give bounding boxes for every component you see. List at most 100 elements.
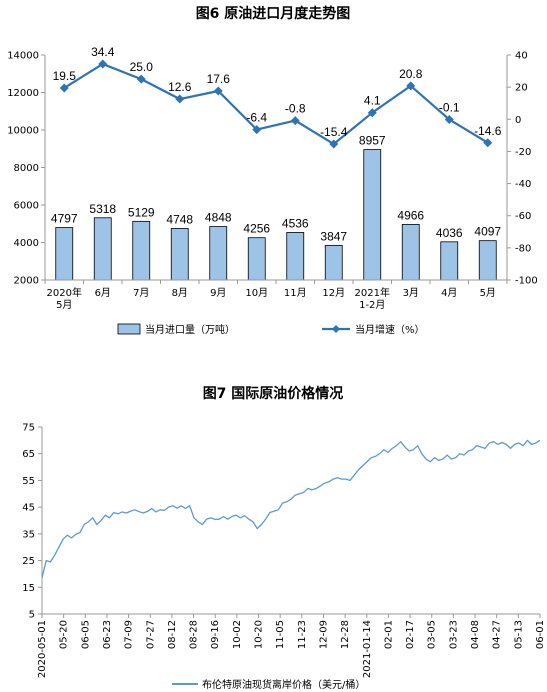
bar-value-label: 4748 — [166, 212, 193, 226]
left-tick-label: 4000 — [14, 238, 39, 249]
x-tick-label: 3月 — [403, 287, 419, 299]
x-tick-label: 11月 — [284, 287, 307, 299]
x-tick-label: 12-28 — [340, 620, 351, 649]
import-bar — [363, 149, 382, 281]
x-tick-label: 07-27 — [145, 620, 156, 649]
right-tick-label: -20 — [515, 147, 531, 158]
y-tick-label: 25 — [22, 556, 35, 567]
growth-point — [252, 125, 262, 135]
import-bar — [478, 240, 497, 281]
import-bar — [209, 226, 228, 281]
x-tick-label: 2020-05-01 — [37, 620, 48, 678]
growth-value-label: -14.6 — [474, 124, 502, 138]
x-tick-label: 02-01 — [383, 620, 394, 649]
growth-value-label: 4.1 — [364, 94, 381, 108]
left-tick-label: 14000 — [7, 51, 39, 62]
growth-value-label: 34.4 — [91, 45, 115, 59]
x-tick-label: 08-28 — [189, 620, 200, 649]
right-tick-label: -40 — [515, 179, 531, 190]
x-tick-label: 10月 — [245, 287, 268, 299]
x-tick-label: 05-13 — [513, 620, 524, 649]
bar-value-label: 4536 — [282, 216, 309, 230]
x-tick-label: 7月 — [133, 287, 149, 299]
import-bar — [324, 244, 343, 281]
x-tick-label: 06-23 — [102, 620, 113, 649]
bar-value-label: 3847 — [320, 229, 347, 243]
left-tick-label: 8000 — [14, 163, 39, 174]
growth-point — [98, 59, 108, 69]
growth-value-label: -0.1 — [439, 100, 460, 114]
growth-point — [136, 74, 146, 84]
import-bar — [440, 241, 459, 281]
growth-value-label: 19.5 — [53, 69, 77, 83]
x-tick-label: 12-09 — [318, 620, 329, 649]
right-tick-label: 20 — [515, 83, 528, 94]
bar-value-label: 4256 — [243, 222, 270, 236]
x-tick-label: 08-12 — [167, 620, 178, 649]
growth-line — [63, 62, 489, 146]
growth-point — [175, 94, 185, 104]
monthly-import-chart: 图6 原油进口月度走势图 4797 5318 5129 4748 4848 4256 453… — [7, 5, 538, 336]
import-bar — [55, 227, 74, 281]
y-tick-label: 5 — [29, 610, 35, 621]
y-tick-label: 65 — [22, 449, 35, 460]
x-tick-label: 03-05 — [427, 620, 438, 649]
legend-bar-label: 当月进口量（万吨） — [145, 323, 235, 336]
bar-value-label: 4797 — [51, 212, 78, 226]
import-bar — [247, 237, 266, 281]
right-tick-label: 40 — [515, 51, 528, 62]
x-tick-label: 05-20 — [59, 620, 70, 649]
growth-point — [444, 114, 454, 124]
bar-value-label: 4966 — [397, 208, 424, 222]
right-tick-label: 0 — [515, 115, 521, 126]
left-tick-label: 12000 — [7, 88, 39, 99]
x-tick-label: 5月 — [480, 287, 496, 299]
x-tick-label: 11-05 — [275, 620, 286, 649]
y-tick-label: 15 — [22, 583, 35, 594]
bar-value-label: 8957 — [359, 134, 386, 148]
growth-value-label: 25.0 — [130, 60, 154, 74]
x-tick-label: 02-17 — [405, 620, 416, 649]
x-tick-label: 10-02 — [232, 620, 243, 649]
growth-value-label: 12.6 — [168, 80, 192, 94]
x-tick-label: 9月 — [210, 287, 226, 299]
x-tick-label: 12月 — [322, 287, 345, 299]
left-tick-label: 2000 — [14, 276, 39, 287]
left-tick-label: 10000 — [7, 126, 39, 137]
x-tick-label: 2020年 5月 — [47, 286, 82, 311]
x-tick-label: 6月 — [95, 287, 111, 299]
x-tick-label: 2021年 1-2月 — [355, 286, 390, 311]
right-tick-label: -60 — [515, 211, 531, 222]
import-bar — [401, 223, 420, 281]
growth-point — [483, 138, 493, 148]
bar-value-label: 4036 — [436, 226, 463, 240]
left-tick-label: 6000 — [14, 201, 39, 212]
growth-value-label: 20.8 — [399, 67, 423, 81]
y-tick-label: 55 — [22, 476, 35, 487]
y-tick-label: 35 — [22, 529, 35, 540]
y-tick-label: 45 — [22, 503, 35, 514]
crude-price-chart: 图7 国际原油价格情况 5 15 25 35 45 55 65 75 2020-05-01 05-… — [22, 385, 546, 691]
legend-line-marker — [332, 325, 340, 333]
right-tick-label: -80 — [515, 243, 531, 254]
x-tick-label: 04-27 — [492, 620, 503, 649]
growth-point — [290, 116, 300, 126]
x-tick-label: 07-09 — [124, 620, 135, 649]
growth-point — [367, 108, 377, 118]
import-bar — [170, 228, 189, 281]
bar-value-label: 5129 — [128, 205, 155, 219]
x-tick-label: 03-23 — [448, 620, 459, 649]
growth-point — [406, 81, 416, 91]
x-tick-label: 06-05 — [80, 620, 91, 649]
x-tick-label: 8月 — [172, 287, 188, 299]
growth-value-label: 17.6 — [207, 72, 231, 86]
bar-value-label: 4848 — [205, 211, 232, 225]
growth-value-label: -0.8 — [285, 102, 306, 116]
import-bar — [93, 217, 112, 281]
chart2-title: 图7 国际原油价格情况 — [203, 385, 344, 402]
brent-price-line — [41, 439, 541, 579]
growth-value-label: -15.4 — [320, 125, 348, 139]
growth-point — [59, 83, 69, 93]
